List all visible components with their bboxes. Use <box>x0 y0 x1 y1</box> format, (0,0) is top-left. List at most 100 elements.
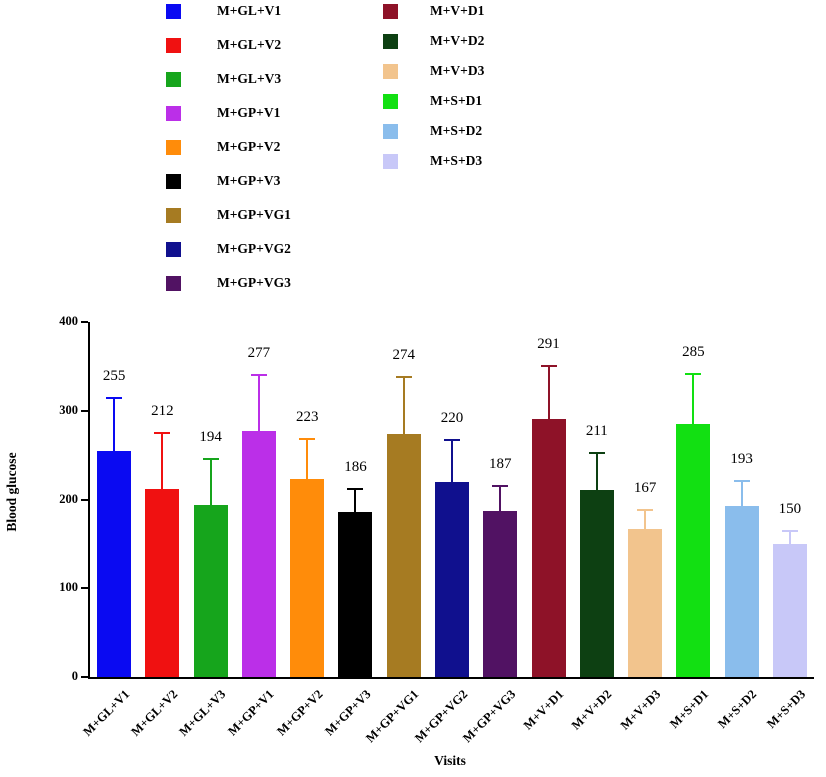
plot-area: 0 100 200 300 400 255 M+GL+V1 212 M+GL+V2 194 M+GL… <box>59 314 814 745</box>
legend-item: M+GP+V1 <box>166 105 291 121</box>
legend-label: M+V+D2 <box>430 33 485 48</box>
legend-swatch <box>383 153 398 169</box>
error-bar-line <box>451 439 453 482</box>
bar <box>724 505 759 677</box>
legend-label: M+GP+VG2 <box>217 241 291 256</box>
error-bar-cap <box>444 439 460 442</box>
legend-item: M+S+D1 <box>383 93 484 109</box>
error-bar-cap <box>347 487 364 490</box>
x-axis-label: Visits <box>434 753 466 768</box>
y-tick-mark <box>81 321 88 323</box>
legend-swatch <box>383 93 398 109</box>
legend-label: M+GP+VG3 <box>217 275 291 290</box>
bar-value-label: 255 <box>102 367 126 384</box>
error-bar-cap <box>299 438 316 441</box>
bar <box>483 511 518 677</box>
legend-label: M+GP+V2 <box>217 139 281 154</box>
y-tick-mark <box>81 676 88 678</box>
legend-item: M+S+D2 <box>383 123 484 139</box>
error-bar-cap <box>106 396 123 399</box>
error-bar-cap <box>685 372 702 375</box>
error-bar-cap <box>492 485 509 488</box>
bar <box>531 418 566 677</box>
legend-label: M+V+D3 <box>430 63 485 78</box>
error-bar-cap <box>781 529 798 532</box>
error-bar-line <box>161 432 164 489</box>
y-tick-mark <box>81 498 88 501</box>
error-bar-line <box>788 529 791 544</box>
legend-label: M+S+D3 <box>430 153 483 168</box>
error-bar-line <box>547 364 550 419</box>
error-bar-line <box>402 376 405 434</box>
y-tick-label: 300 <box>59 402 78 417</box>
error-bar-cap <box>733 479 750 482</box>
error-bar-cap <box>637 509 654 512</box>
error-bar-line <box>595 452 598 490</box>
y-tick-label: 200 <box>59 491 78 506</box>
y-axis-label: Blood glucose <box>4 452 19 532</box>
legend-swatch <box>166 37 181 53</box>
legend-item: M+GL+V3 <box>166 71 291 87</box>
error-bar-cap <box>540 364 557 367</box>
legend-item: M+GP+VG3 <box>166 275 291 291</box>
legend-label: M+GL+V1 <box>217 3 282 18</box>
x-tick-label: M+S+D2 <box>715 687 760 732</box>
x-tick-label: M+V+D3 <box>617 687 663 733</box>
legend-label: M+GP+VG1 <box>217 207 291 222</box>
bar-value-label: 212 <box>151 403 174 420</box>
bar-value-label: 291 <box>537 335 560 352</box>
bar-value-label: 274 <box>392 347 415 364</box>
bar <box>97 450 132 677</box>
error-bar-line <box>306 438 309 480</box>
error-bar-line <box>644 509 647 529</box>
legend-swatch <box>166 71 181 87</box>
legend-item: M+GL+V2 <box>166 37 291 53</box>
bar-value-label: 223 <box>295 409 319 426</box>
bar <box>628 528 663 677</box>
error-bar-line <box>113 396 116 451</box>
legend-item: M+V+D2 <box>383 33 484 49</box>
y-tick-mark <box>81 587 88 590</box>
legend-label: M+GP+V3 <box>217 173 281 188</box>
legend-item: M+GP+V2 <box>166 139 291 155</box>
error-bar-cap <box>588 452 605 455</box>
bar <box>145 488 180 677</box>
error-bar-line <box>354 487 357 512</box>
legend-label: M+GL+V2 <box>217 37 282 52</box>
x-tick-label: M+GL+V3 <box>176 687 229 739</box>
legend-swatch <box>383 3 398 19</box>
bar-value-label: 167 <box>633 480 657 497</box>
legend-item: M+GL+V1 <box>166 3 291 19</box>
legend-label: M+GL+V3 <box>217 71 282 86</box>
error-bar-line <box>499 485 502 512</box>
bar <box>241 431 276 677</box>
legend-swatch <box>166 139 181 155</box>
error-bar-line <box>257 374 260 432</box>
y-tick-mark <box>81 409 88 412</box>
x-tick-label: M+S+D3 <box>763 687 808 732</box>
x-tick-label: M+V+D2 <box>569 687 615 733</box>
error-bar-line <box>692 372 695 425</box>
x-tick-label: M+S+D1 <box>667 687 712 732</box>
y-tick-label: 100 <box>59 580 78 595</box>
bar-value-label: 194 <box>199 428 222 445</box>
x-tick-label: M+GP+V2 <box>273 687 326 739</box>
legend-swatch <box>383 63 398 79</box>
bar <box>579 489 614 677</box>
y-tick-label: 400 <box>59 314 78 328</box>
error-bar-cap <box>395 376 412 379</box>
legend-label: M+GP+V1 <box>217 105 281 120</box>
y-tick-label: 0 <box>71 669 78 683</box>
legend-swatch <box>166 207 181 223</box>
bar-value-label: 211 <box>585 423 608 440</box>
legend-label: M+S+D2 <box>430 123 483 138</box>
bar <box>772 543 807 677</box>
x-tick-label: M+GP+V1 <box>225 687 277 739</box>
bar-value-label: 187 <box>489 456 512 473</box>
legend-item: M+V+D3 <box>383 63 484 79</box>
legend-swatch <box>166 241 181 257</box>
bar-value-label: 277 <box>247 345 271 362</box>
error-bar-cap <box>202 457 219 460</box>
error-bar-line <box>740 479 743 506</box>
legend-item: M+GP+VG1 <box>166 207 291 223</box>
